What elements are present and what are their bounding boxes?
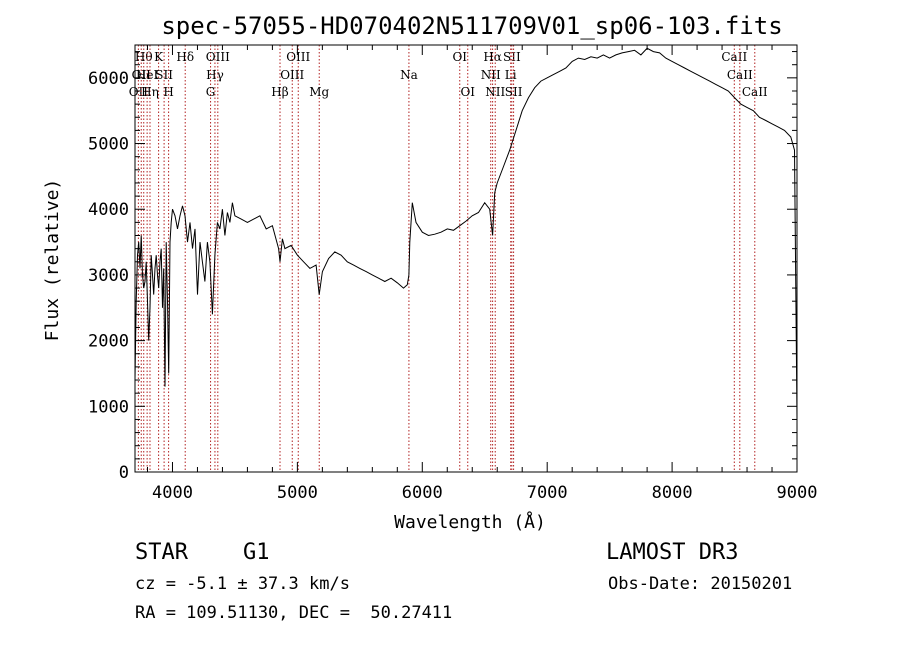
line-marker-label: H (163, 85, 173, 99)
x-axis-label: Wavelength (Å) (394, 511, 546, 533)
line-marker-label: OIII (286, 50, 310, 64)
line-marker-label: OIII (280, 68, 304, 82)
line-marker-label: Hθ (135, 50, 153, 64)
plot-frame (134, 44, 798, 473)
spectral-line-markers: OIIOIIHθHeIHηKSIIHHδGHγOIIIHβOIIIOIIIMgN… (129, 45, 768, 472)
line-marker-label: NII (481, 68, 501, 82)
line-marker-label: OIII (206, 50, 230, 64)
y-tick-label: 0 (119, 463, 129, 483)
line-marker-label: CaII (727, 68, 753, 82)
x-tick-label: 5000 (277, 483, 318, 503)
line-marker-label: CaII (721, 50, 747, 64)
spectrum-chart: spec-57055-HD070402N511709V01_sp06-103.f… (42, 12, 817, 533)
y-axis-label: Flux (relative) (42, 179, 63, 342)
observation-date: Obs-Date: 20150201 (608, 574, 793, 594)
line-marker-label: NII (485, 85, 505, 99)
object-subclass: G1 (243, 540, 270, 565)
line-marker-label: Mg (309, 85, 329, 99)
y-tick-label: 1000 (88, 397, 129, 417)
y-tick-label: 6000 (88, 69, 129, 89)
object-class: STAR (135, 540, 188, 565)
line-marker-label: Hα (483, 50, 502, 64)
y-tick-label: 3000 (88, 266, 129, 286)
x-tick-label: 9000 (777, 483, 818, 503)
line-marker-label: SII (503, 50, 521, 64)
line-marker-label: Hγ (206, 68, 224, 82)
line-marker-label: Na (400, 68, 418, 82)
line-marker-label: SII (505, 85, 523, 99)
spectrum-line (134, 47, 798, 420)
x-tick-label: 6000 (402, 483, 443, 503)
y-tick-label: 2000 (88, 332, 129, 352)
x-tick-label: 4000 (152, 483, 193, 503)
line-marker-label: Li (505, 68, 517, 82)
line-marker-label: HeI (136, 68, 159, 82)
line-marker-label: Hη (141, 85, 159, 99)
line-marker-label: CaII (742, 85, 768, 99)
line-marker-label: OI (460, 85, 475, 99)
line-marker-label: Hβ (271, 85, 288, 99)
y-tick-label: 4000 (88, 200, 129, 220)
line-marker-label: OII (132, 68, 152, 82)
chart-title: spec-57055-HD070402N511709V01_sp06-103.f… (161, 12, 782, 40)
survey-name: LAMOST DR3 (606, 540, 739, 565)
line-marker-label: K (154, 50, 164, 64)
line-marker-label: OI (452, 50, 467, 64)
coordinates: RA = 109.51130, DEC = 50.27411 (135, 603, 453, 623)
y-tick-label: 5000 (88, 135, 129, 155)
line-marker-label: G (206, 85, 216, 99)
axis-ticks: 4000 5000 6000 7000 8000 9000 0 1000 2000 3000 400… (88, 45, 817, 503)
x-tick-label: 8000 (652, 483, 693, 503)
line-marker-label: Hδ (176, 50, 194, 64)
line-marker-label: SII (155, 68, 173, 82)
redshift-velocity: cz = -5.1 ± 37.3 km/s (135, 574, 350, 594)
x-tick-label: 7000 (527, 483, 568, 503)
